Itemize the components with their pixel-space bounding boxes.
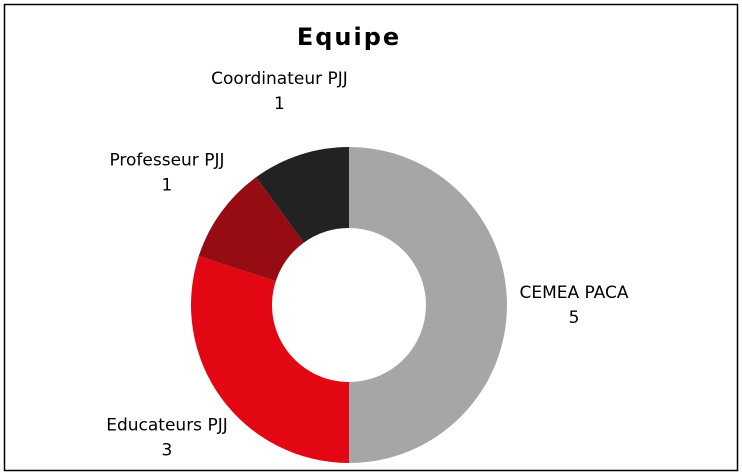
slice-label: CEMEA PACA [519, 283, 628, 303]
donut-slice [198, 177, 304, 282]
slice-label: Coordinateur PJJ [211, 69, 348, 89]
donut-slice [256, 147, 349, 243]
chart-title: Equipe [297, 23, 401, 51]
slice-value: 1 [274, 94, 285, 114]
donut-slice [191, 256, 349, 463]
slice-label: Educateurs PJJ [106, 415, 228, 435]
slice-value: 5 [569, 308, 580, 328]
slice-value: 1 [162, 176, 173, 196]
slice-value: 3 [162, 440, 173, 460]
donut-slice [349, 147, 507, 463]
slice-label: Professeur PJJ [109, 151, 224, 171]
